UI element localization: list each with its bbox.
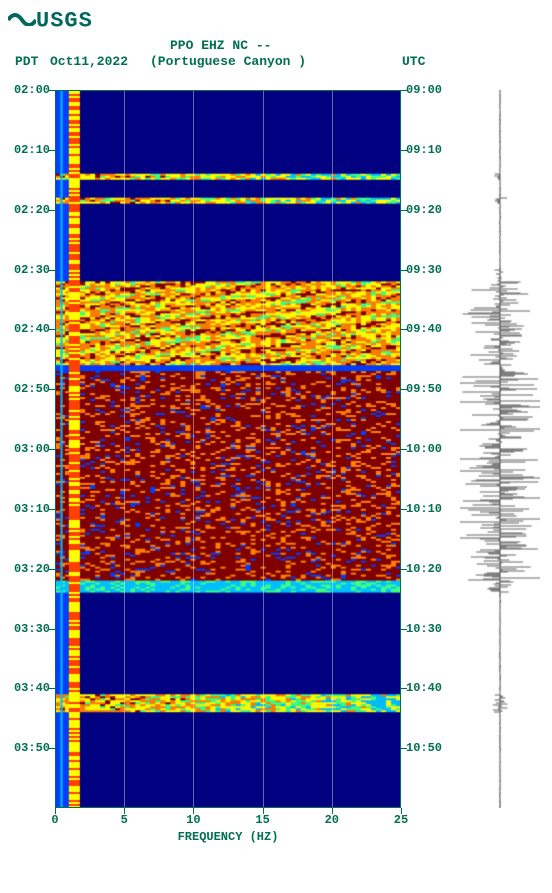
gridline-v [263,90,264,808]
left-time-tick: 02:30 [10,263,50,277]
right-time-tick: 09:30 [406,263,446,277]
station-name: (Portuguese Canyon ) [150,54,306,71]
left-time-tick: 02:40 [10,322,50,336]
gridline-v [332,90,333,808]
x-tick-label: 15 [255,813,269,827]
left-time-tick: 03:40 [10,681,50,695]
left-time-tick: 03:30 [10,622,50,636]
left-tz-label: PDT [15,54,38,71]
x-tick-label: 0 [51,813,58,827]
right-time-tick: 10:20 [406,562,446,576]
right-time-tick: 10:30 [406,622,446,636]
gridline-v [193,90,194,808]
right-tz-label: UTC [402,54,425,71]
right-time-tick: 09:20 [406,203,446,217]
right-time-tick: 09:10 [406,143,446,157]
x-axis-label: FREQUENCY (HZ) [178,830,279,844]
right-time-tick: 09:00 [406,83,446,97]
station-channel: PPO EHZ NC -- [170,38,271,55]
usgs-logo: USGS [8,8,93,33]
x-tick-label: 10 [186,813,200,827]
x-tick-label: 25 [394,813,408,827]
right-time-tick: 09:50 [406,382,446,396]
left-time-tick: 03:20 [10,562,50,576]
spectrogram-plot: 02:0002:1002:2002:3002:4002:5003:0003:10… [55,90,401,808]
spectrogram-canvas [55,90,401,808]
right-time-tick: 09:40 [406,322,446,336]
date-label: Oct11,2022 [50,54,128,71]
right-time-tick: 10:00 [406,442,446,456]
left-time-tick: 03:00 [10,442,50,456]
left-time-tick: 02:10 [10,143,50,157]
left-time-tick: 02:20 [10,203,50,217]
usgs-wave-icon [8,8,36,33]
left-time-tick: 02:00 [10,83,50,97]
x-tick-label: 20 [325,813,339,827]
right-time-tick: 10:50 [406,741,446,755]
left-time-tick: 03:50 [10,741,50,755]
waveform-trace [460,90,540,808]
gridline-v [124,90,125,808]
left-time-tick: 02:50 [10,382,50,396]
x-tick-label: 5 [121,813,128,827]
right-time-tick: 10:40 [406,681,446,695]
left-time-tick: 03:10 [10,502,50,516]
usgs-logo-text: USGS [36,8,93,33]
right-time-tick: 10:10 [406,502,446,516]
